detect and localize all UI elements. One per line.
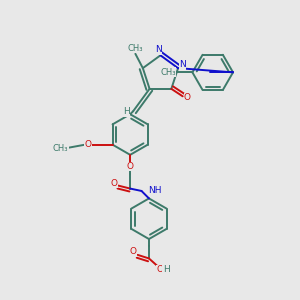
Text: N: N [179,60,186,69]
Text: N: N [155,46,162,55]
Text: O: O [157,265,164,274]
Text: O: O [130,248,136,256]
Text: NH: NH [148,187,162,196]
Text: H: H [123,107,130,116]
Text: O: O [184,93,191,102]
Text: CH₃: CH₃ [128,44,143,53]
Text: O: O [110,179,117,188]
Text: CH₃: CH₃ [53,144,68,153]
Text: CH₃: CH₃ [160,68,176,77]
Text: O: O [127,162,134,171]
Text: O: O [85,140,92,149]
Text: H: H [163,265,170,274]
